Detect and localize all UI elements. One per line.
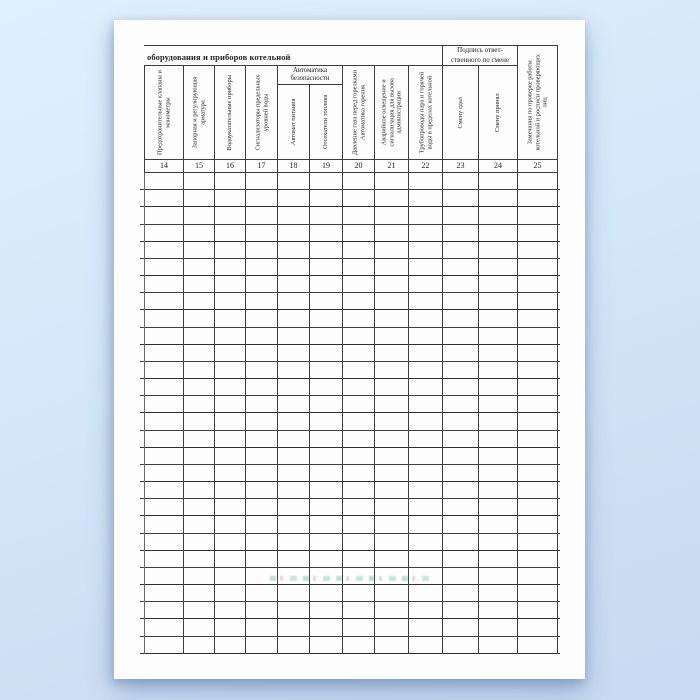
- table-row: [140, 499, 560, 517]
- column-header-label-20: Давление газа перед горелками Автоматика…: [350, 69, 366, 156]
- column-number-19: 19: [310, 160, 343, 173]
- table-row: [140, 637, 560, 654]
- column-header-21: Аварийное освещение и сигнализация для в…: [375, 66, 409, 160]
- table-row: [140, 362, 560, 380]
- table-row: [140, 431, 560, 448]
- column-header-15: Запорная и регулирующая арматура: [184, 66, 215, 160]
- table-header-grid: оборудования и приборов котельной Подпись…: [144, 45, 558, 173]
- table-row: [140, 190, 560, 208]
- column-number-16: 16: [215, 160, 246, 173]
- column-header-label-14: Предохранительные клапаны и манометры: [156, 70, 171, 155]
- column-header-label-16: Водоуказательные приборы: [226, 74, 234, 151]
- column-header-16: Водоуказательные приборы: [215, 66, 246, 160]
- column-number-15: 15: [184, 160, 215, 173]
- table-row: [140, 328, 560, 345]
- table-body: [140, 173, 560, 654]
- table-row: [140, 413, 560, 431]
- column-header-22: Трубопроводы пара и горячей воды в преде…: [409, 66, 443, 160]
- table-row: [140, 293, 560, 311]
- table-row: [140, 207, 560, 225]
- column-header-25: Замечания по проверке работы котельной и…: [518, 46, 558, 160]
- table-row: [140, 585, 560, 603]
- column-number-14: 14: [144, 160, 184, 173]
- table-row: [140, 276, 560, 294]
- table-row: [140, 465, 560, 483]
- table-row: [140, 482, 560, 500]
- table-row: [140, 242, 560, 259]
- table-row: [140, 310, 560, 328]
- table-row: [140, 379, 560, 397]
- safety-automation-group-header: Автоматика безопасности: [278, 66, 343, 85]
- column-header-20: Давление газа перед горелками Автоматика…: [343, 66, 375, 160]
- column-header-label-18: Автомат питания: [289, 98, 297, 146]
- signature-group-header: Подпись ответ- ственного по смене: [443, 46, 518, 66]
- watermark: [270, 576, 432, 581]
- column-header-17: Сигнализаторы предельных уровней воды: [246, 66, 278, 160]
- column-header-14: Предохранительные клапаны и манометры: [144, 66, 184, 160]
- column-header-19: Отсекатели топлива: [310, 85, 343, 160]
- column-header-24: Смену принял: [479, 66, 518, 160]
- column-number-24: 24: [479, 160, 518, 173]
- table-row: [140, 568, 560, 586]
- continuation-header: оборудования и приборов котельной: [144, 46, 443, 66]
- column-number-21: 21: [375, 160, 409, 173]
- table-row: [140, 534, 560, 551]
- table-row: [140, 345, 560, 362]
- column-number-23: 23: [443, 160, 479, 173]
- column-number-18: 18: [278, 160, 310, 173]
- column-header-label-19: Отсекатели топлива: [322, 94, 330, 150]
- table-row: [140, 602, 560, 620]
- table-row: [140, 619, 560, 637]
- scanned-form-page: оборудования и приборов котельной Подпись…: [114, 20, 585, 679]
- table-row: [140, 396, 560, 414]
- table-row: [140, 448, 560, 465]
- table-row: [140, 173, 560, 191]
- table-row: [140, 225, 560, 242]
- column-header-label-15: Запорная и регулирующая арматура: [191, 76, 206, 149]
- column-header-label-23: Смену сдал: [456, 96, 464, 129]
- column-number-22: 22: [409, 160, 443, 173]
- column-header-23: Смену сдал: [443, 66, 479, 160]
- column-header-label-22: Трубопроводы пара и горячей воды в преде…: [417, 71, 433, 154]
- column-header-label-24: Смену принял: [494, 93, 502, 132]
- column-number-17: 17: [246, 160, 278, 173]
- table-row: [140, 516, 560, 534]
- column-number-25: 25: [518, 160, 558, 173]
- table-row: [140, 259, 560, 277]
- column-header-18: Автомат питания: [278, 85, 310, 160]
- column-header-label-25: Замечания по проверке работы котельной и…: [526, 54, 549, 151]
- column-number-20: 20: [343, 160, 375, 173]
- column-header-label-17: Сигнализаторы предельных уровней воды: [253, 74, 269, 151]
- column-header-label-21: Аварийное освещение и сигнализация для в…: [380, 78, 403, 147]
- table-row: [140, 551, 560, 568]
